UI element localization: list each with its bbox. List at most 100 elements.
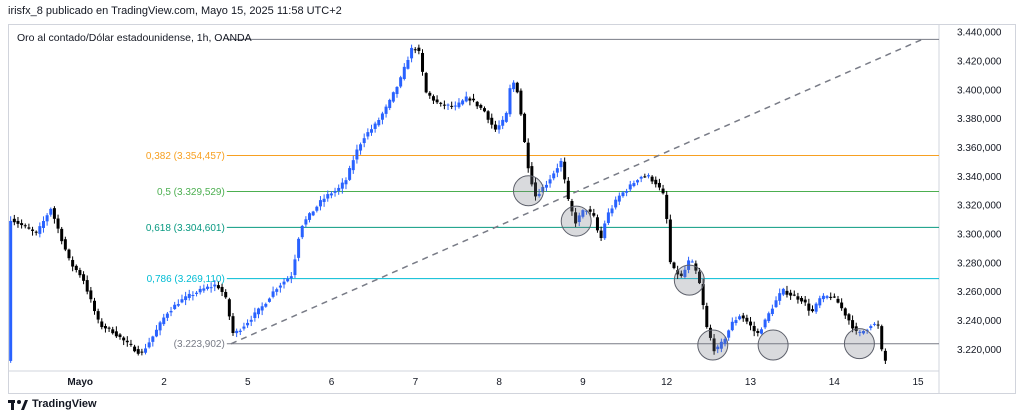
- candle-body: [800, 297, 804, 302]
- candle-body: [264, 303, 268, 307]
- candle-body: [847, 314, 851, 321]
- x-tick-label: 8: [496, 377, 502, 388]
- candle-body: [592, 213, 596, 216]
- candle-body: [122, 337, 126, 341]
- x-tick-label: 9: [580, 377, 586, 388]
- candle-body: [297, 238, 301, 258]
- candle-body: [289, 276, 293, 279]
- candle-body: [271, 291, 275, 297]
- x-tick-label: 6: [329, 377, 335, 388]
- candle-body: [501, 119, 505, 126]
- candle-body: [497, 125, 501, 130]
- candle-body: [577, 215, 581, 222]
- x-tick-label: Mayo: [67, 377, 93, 388]
- candle-body: [519, 90, 523, 115]
- candle-body: [191, 295, 195, 297]
- fib-level-label: 0,786 (3.269,110): [147, 274, 225, 285]
- candle-body: [133, 346, 137, 352]
- candle-body: [690, 261, 694, 263]
- candle-body: [555, 168, 559, 173]
- candle-body: [45, 215, 49, 222]
- touch-circle: [697, 329, 729, 361]
- x-tick-label: 15: [912, 377, 924, 388]
- candle-body: [198, 288, 202, 293]
- candle-body: [541, 187, 545, 192]
- candle-body: [125, 340, 129, 343]
- candle-body: [267, 298, 271, 302]
- candle-body: [698, 271, 702, 284]
- candle-body: [705, 305, 709, 328]
- candle-body: [672, 262, 676, 269]
- y-tick-label: 3.360,000: [957, 143, 1002, 154]
- candle-body: [617, 195, 621, 202]
- candle-body: [504, 112, 508, 122]
- touch-circle: [560, 205, 592, 237]
- fib-level-label: 0,382 (3.354,457): [146, 151, 225, 162]
- candle-body: [767, 313, 771, 322]
- candle-body: [745, 317, 749, 322]
- candle-body: [384, 106, 388, 114]
- candle-body: [639, 176, 643, 179]
- candle-body: [829, 296, 833, 298]
- tradingview-logo-icon: [8, 400, 28, 410]
- candle-body: [708, 327, 712, 338]
- candle-body: [373, 123, 377, 129]
- range-level-label: (3.223,902): [174, 339, 225, 350]
- x-tick-label: 7: [413, 377, 419, 388]
- candle-body: [719, 341, 723, 349]
- candle-body: [227, 299, 231, 317]
- chart-frame[interactable]: 3.440,000 3.420,000 3.400,000 3.380,000 3.36…: [8, 24, 1016, 394]
- candle-body: [20, 223, 24, 226]
- candle-body: [796, 296, 800, 300]
- candle-body: [129, 343, 133, 345]
- candle-body: [169, 310, 173, 313]
- candle-body: [712, 338, 716, 352]
- candle-body: [286, 278, 290, 282]
- candle-body: [78, 270, 82, 276]
- candle-body: [818, 298, 822, 306]
- candle-body: [67, 249, 71, 259]
- candle-body: [34, 231, 38, 233]
- y-tick-label: 3.280,000: [957, 258, 1002, 269]
- candle-body: [144, 348, 148, 353]
- candle-body: [388, 99, 392, 109]
- y-tick-label: 3.380,000: [957, 114, 1002, 125]
- candle-body: [23, 225, 27, 227]
- y-tick-label: 3.240,000: [957, 316, 1002, 327]
- candle-body: [785, 290, 789, 295]
- candle-body: [231, 316, 235, 334]
- candle-body: [52, 208, 56, 219]
- candle-body: [843, 308, 847, 316]
- candle-body: [636, 180, 640, 183]
- candle-body: [759, 329, 763, 334]
- candle-body: [71, 259, 75, 267]
- candle-body: [457, 102, 461, 108]
- candle-body: [526, 142, 530, 169]
- candle-body: [461, 100, 465, 105]
- candlestick-chart[interactable]: 3.440,000 3.420,000 3.400,000 3.380,000 3.36…: [9, 25, 1015, 393]
- candle-body: [574, 212, 578, 224]
- candle-body: [399, 77, 403, 87]
- candle-body: [435, 99, 439, 103]
- candle-body: [559, 160, 563, 168]
- candle-body: [654, 179, 658, 185]
- candle-body: [60, 228, 64, 242]
- brand-footer[interactable]: TradingView: [8, 398, 97, 410]
- candle-body: [158, 322, 162, 331]
- candle-body: [701, 283, 705, 306]
- x-tick-label: 13: [745, 377, 757, 388]
- candle-body: [235, 330, 239, 334]
- candle-body: [93, 300, 97, 312]
- candle-body: [679, 273, 683, 276]
- candle-body: [9, 220, 13, 361]
- candle-body: [676, 270, 680, 275]
- candle-body: [610, 208, 614, 214]
- candle-body: [176, 304, 180, 306]
- candle-body: [821, 295, 825, 300]
- candle-body: [665, 194, 669, 219]
- touch-circle: [673, 264, 705, 296]
- candle-body: [56, 218, 60, 229]
- candle-body: [162, 317, 166, 325]
- candle-body: [730, 321, 734, 331]
- candle-body: [216, 285, 220, 289]
